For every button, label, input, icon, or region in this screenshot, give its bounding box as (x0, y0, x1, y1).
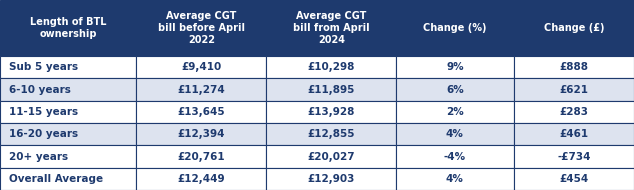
Text: £454: £454 (559, 174, 588, 184)
Text: Change (£): Change (£) (543, 23, 604, 33)
Text: -4%: -4% (444, 151, 466, 162)
FancyBboxPatch shape (396, 101, 514, 123)
Text: Change (%): Change (%) (423, 23, 487, 33)
FancyBboxPatch shape (136, 101, 266, 123)
Text: £888: £888 (559, 62, 588, 72)
FancyBboxPatch shape (396, 168, 514, 190)
Text: 6%: 6% (446, 85, 463, 95)
FancyBboxPatch shape (0, 145, 136, 168)
FancyBboxPatch shape (396, 0, 514, 56)
Text: £12,394: £12,394 (178, 129, 225, 139)
Text: £621: £621 (559, 85, 588, 95)
FancyBboxPatch shape (266, 123, 396, 145)
FancyBboxPatch shape (0, 123, 136, 145)
Text: £13,928: £13,928 (307, 107, 355, 117)
Text: Average CGT
bill before April
2022: Average CGT bill before April 2022 (158, 11, 245, 45)
FancyBboxPatch shape (396, 123, 514, 145)
Text: 4%: 4% (446, 129, 464, 139)
FancyBboxPatch shape (0, 78, 136, 101)
Text: 4%: 4% (446, 174, 464, 184)
Text: £283: £283 (559, 107, 588, 117)
FancyBboxPatch shape (136, 168, 266, 190)
Text: 6-10 years: 6-10 years (9, 85, 71, 95)
Text: £11,274: £11,274 (178, 85, 225, 95)
Text: Overall Average: Overall Average (9, 174, 103, 184)
Text: £20,761: £20,761 (178, 151, 225, 162)
FancyBboxPatch shape (514, 78, 634, 101)
FancyBboxPatch shape (266, 168, 396, 190)
Text: Sub 5 years: Sub 5 years (9, 62, 78, 72)
FancyBboxPatch shape (514, 168, 634, 190)
Text: £11,895: £11,895 (307, 85, 355, 95)
Text: 9%: 9% (446, 62, 463, 72)
Text: £9,410: £9,410 (181, 62, 221, 72)
Text: £13,645: £13,645 (178, 107, 225, 117)
Text: 11-15 years: 11-15 years (9, 107, 78, 117)
FancyBboxPatch shape (136, 78, 266, 101)
FancyBboxPatch shape (0, 168, 136, 190)
FancyBboxPatch shape (514, 0, 634, 56)
Text: 2%: 2% (446, 107, 463, 117)
FancyBboxPatch shape (514, 101, 634, 123)
FancyBboxPatch shape (396, 56, 514, 78)
FancyBboxPatch shape (396, 145, 514, 168)
Text: £12,449: £12,449 (178, 174, 225, 184)
FancyBboxPatch shape (514, 123, 634, 145)
Text: £10,298: £10,298 (307, 62, 355, 72)
Text: £12,903: £12,903 (307, 174, 355, 184)
FancyBboxPatch shape (266, 145, 396, 168)
FancyBboxPatch shape (136, 0, 266, 56)
Text: 20+ years: 20+ years (9, 151, 68, 162)
FancyBboxPatch shape (0, 56, 136, 78)
FancyBboxPatch shape (136, 145, 266, 168)
FancyBboxPatch shape (514, 56, 634, 78)
Text: £461: £461 (559, 129, 588, 139)
Text: Average CGT
bill from April
2024: Average CGT bill from April 2024 (293, 11, 370, 45)
FancyBboxPatch shape (396, 78, 514, 101)
Text: -£734: -£734 (557, 151, 590, 162)
Text: 16-20 years: 16-20 years (9, 129, 78, 139)
Text: £12,855: £12,855 (307, 129, 355, 139)
FancyBboxPatch shape (266, 78, 396, 101)
Text: Length of BTL
ownership: Length of BTL ownership (30, 17, 107, 39)
FancyBboxPatch shape (136, 56, 266, 78)
FancyBboxPatch shape (266, 101, 396, 123)
FancyBboxPatch shape (0, 101, 136, 123)
FancyBboxPatch shape (266, 56, 396, 78)
FancyBboxPatch shape (266, 0, 396, 56)
FancyBboxPatch shape (514, 145, 634, 168)
FancyBboxPatch shape (136, 123, 266, 145)
FancyBboxPatch shape (0, 0, 136, 56)
Text: £20,027: £20,027 (307, 151, 355, 162)
